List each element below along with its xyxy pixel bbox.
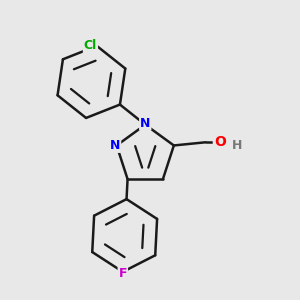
Text: F: F — [118, 267, 127, 280]
Text: N: N — [140, 117, 150, 130]
Text: O: O — [214, 135, 226, 149]
Text: Cl: Cl — [84, 39, 97, 52]
Text: H: H — [232, 139, 242, 152]
Text: N: N — [110, 139, 120, 152]
